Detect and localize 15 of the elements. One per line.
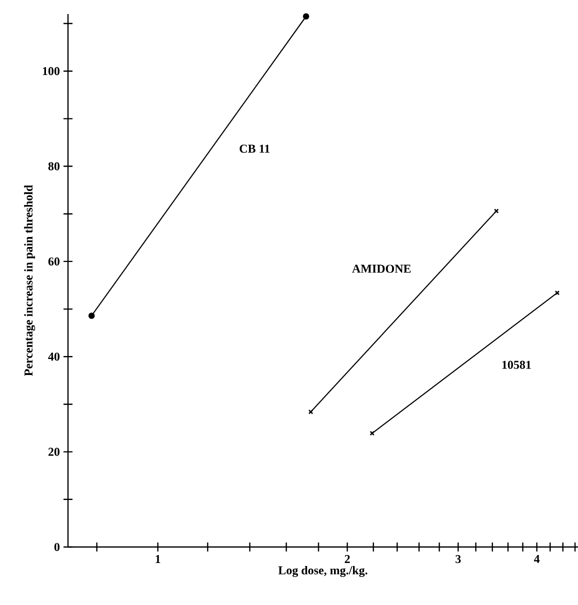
x-tick-label: 4: [534, 555, 540, 563]
x-axis-title: Log dose, mg./kg.: [278, 566, 368, 577]
x-tick-label: 3: [456, 555, 461, 564]
series-label: 10581: [502, 360, 531, 369]
y-tick-label: 80: [48, 162, 60, 170]
series-label: CB 11: [240, 144, 270, 153]
y-tick-label: 0: [54, 542, 60, 552]
y-tick-label: 20: [48, 448, 60, 456]
x-tick-label: 2: [344, 555, 350, 563]
y-axis-title: Percentage increase in pain threshold: [24, 184, 36, 376]
x-tick-label: 1: [156, 555, 160, 563]
series-label: AMIDONE: [352, 264, 411, 273]
y-tick-label: 60: [48, 257, 60, 266]
y-tick-label: 100: [42, 67, 60, 76]
y-tick-label: 40: [48, 352, 60, 361]
